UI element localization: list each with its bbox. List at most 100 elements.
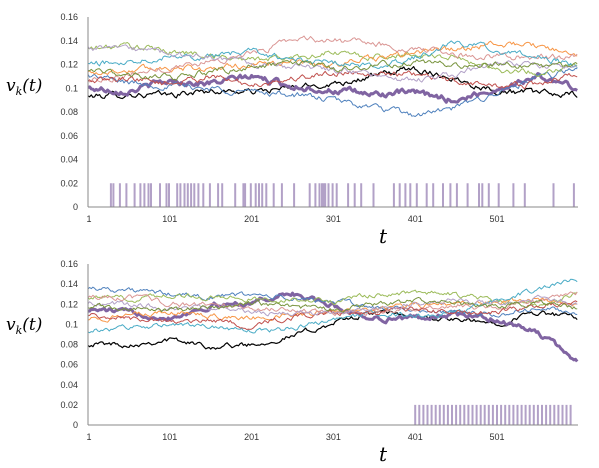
top-series-group — [87, 35, 578, 117]
event-marker — [190, 183, 193, 207]
event-marker — [360, 183, 363, 207]
event-marker — [463, 404, 466, 425]
event-marker — [432, 183, 435, 207]
event-marker — [434, 404, 437, 425]
event-marker — [500, 404, 503, 425]
event-marker — [331, 183, 334, 207]
top-y-axis-label: vk(t) — [6, 76, 42, 98]
event-marker — [176, 183, 179, 207]
event-marker — [483, 404, 486, 425]
x-tick-label: 201 — [244, 214, 259, 224]
top-x-axis-label: t — [379, 224, 388, 248]
event-marker — [392, 183, 395, 207]
event-marker — [147, 183, 150, 207]
event-marker — [159, 183, 161, 207]
event-marker — [466, 183, 469, 207]
event-marker — [249, 183, 252, 207]
event-marker — [475, 404, 478, 425]
event-marker — [455, 404, 458, 425]
event-marker — [133, 183, 136, 207]
event-marker — [524, 404, 527, 425]
event-marker — [202, 183, 205, 207]
event-marker — [404, 183, 407, 207]
event-marker — [487, 183, 490, 207]
x-tick-label: 501 — [489, 214, 504, 224]
y-tick-label: 0.16 — [60, 259, 78, 269]
event-marker — [504, 404, 507, 425]
event-marker — [347, 183, 350, 207]
x-tick-label: 1 — [86, 214, 91, 224]
y-tick-label: 0.14 — [60, 279, 78, 289]
event-marker — [512, 183, 515, 207]
event-marker — [512, 404, 515, 425]
series-line — [87, 309, 578, 350]
event-marker — [112, 183, 115, 207]
series-line — [87, 67, 578, 117]
event-marker — [414, 404, 417, 425]
event-marker — [193, 183, 196, 207]
y-tick-label: 0.04 — [60, 155, 78, 165]
y-tick-label: 0 — [73, 420, 78, 430]
event-marker — [272, 183, 275, 207]
event-marker — [321, 183, 323, 207]
x-tick-label: 401 — [408, 214, 423, 224]
bottom-panel: 0 0.02 0.04 0.06 0.08 0.1 0.12 0.14 0.16 1 101 201… — [6, 259, 579, 466]
top-y-tick-labels: 0 0.02 0.04 0.06 0.08 0.1 0.12 0.14 0.16 — [60, 12, 78, 212]
series-line — [87, 296, 578, 313]
bottom-x-axis-label: t — [379, 442, 388, 466]
event-marker — [451, 404, 453, 425]
event-marker — [422, 404, 425, 425]
event-marker — [261, 183, 264, 207]
event-marker — [208, 183, 211, 207]
y-tick-label: 0.12 — [60, 60, 78, 70]
y-tick-label: 0.04 — [60, 380, 78, 390]
event-marker — [545, 404, 548, 425]
series-line — [87, 65, 578, 100]
event-marker — [143, 183, 146, 207]
top-event-markers — [109, 183, 575, 207]
event-marker — [372, 183, 375, 207]
top-x-tick-labels: 1 101 201 301 401 501 — [86, 214, 504, 224]
x-tick-label: 301 — [326, 214, 341, 224]
event-marker — [418, 404, 421, 425]
event-marker — [165, 183, 168, 207]
x-tick-label: 101 — [162, 432, 177, 442]
event-marker — [528, 404, 531, 425]
y-tick-label: 0 — [73, 202, 78, 212]
event-marker — [150, 183, 152, 207]
event-marker — [446, 404, 449, 425]
event-marker — [308, 183, 311, 207]
event-marker — [438, 404, 441, 425]
event-marker — [572, 183, 575, 207]
event-marker — [549, 404, 552, 425]
bottom-series-group — [87, 278, 579, 363]
event-marker — [442, 404, 445, 425]
y-tick-label: 0.12 — [60, 299, 78, 309]
event-marker — [449, 183, 452, 207]
event-marker — [496, 404, 498, 425]
y-tick-label: 0.08 — [60, 340, 78, 350]
event-marker — [425, 183, 428, 207]
event-marker — [125, 183, 128, 207]
event-marker — [183, 183, 186, 207]
event-marker — [118, 183, 121, 207]
event-marker — [553, 404, 556, 425]
event-marker — [497, 183, 500, 207]
bottom-event-markers — [414, 404, 572, 425]
event-marker — [426, 404, 429, 425]
event-marker — [532, 404, 535, 425]
event-marker — [197, 183, 200, 207]
bottom-y-tick-labels: 0 0.02 0.04 0.06 0.08 0.1 0.12 0.14 0.16 — [60, 259, 78, 430]
event-marker — [516, 404, 519, 425]
event-marker — [265, 183, 268, 207]
y-tick-label: 0.1 — [65, 83, 78, 93]
bottom-x-tick-labels: 1 101 201 301 401 501 — [86, 432, 504, 442]
event-marker — [415, 183, 418, 207]
series-line — [87, 294, 578, 317]
event-marker — [318, 183, 321, 207]
event-marker — [478, 183, 480, 207]
x-tick-label: 101 — [162, 214, 177, 224]
event-marker — [442, 183, 444, 207]
event-marker — [217, 183, 220, 207]
series-line — [87, 286, 578, 318]
